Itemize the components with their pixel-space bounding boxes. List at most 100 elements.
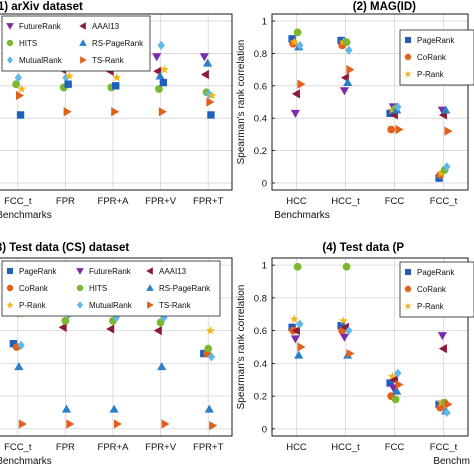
panel-p2: 0 0.2 0.4 0.6 0.8 1 HCC HCC_t FCC FCC_t Benchmarks… <box>236 1 474 221</box>
point-futurerank-hcc <box>290 335 300 344</box>
y-tick-label: 0.6 <box>254 326 267 337</box>
point-p-rank-hcc <box>289 37 299 46</box>
point-aaai13-hcc <box>291 89 300 99</box>
point-ts-rank-fcc-t <box>16 90 25 101</box>
panel-p1: FCC_t FPR FPR+A FPR+V FPR+T Benchmarks (1) arX… <box>0 1 233 221</box>
legend-marker-corank <box>404 53 412 61</box>
legend-label-mutualrank: MutualRank <box>19 56 63 65</box>
legend-marker-futurerank <box>76 268 84 275</box>
legend-label-ts-rank: TS-Rank <box>92 56 125 65</box>
legend-marker-pagerank <box>6 267 14 275</box>
y-tick-label: 0.8 <box>254 293 267 304</box>
x-tick-label: FCC_t <box>430 442 458 453</box>
point-mutualrank-hcc <box>296 319 304 329</box>
legend-p3: PageRank FutureRank AAAI13 CoRank HITS RS-Pag… <box>1 260 221 317</box>
point-hits-hcc-t <box>342 262 351 271</box>
point-ts-rank-fcc <box>395 380 404 390</box>
legend-marker-p-rank <box>404 302 412 310</box>
legend-label-ts-rank: TS-Rank <box>159 301 192 310</box>
point-rs-pagerank-hcc <box>294 350 304 359</box>
point-hits-hcc <box>293 28 302 37</box>
point-mutualrank-fcc <box>394 102 402 112</box>
legend-label-futurerank: FutureRank <box>89 267 132 276</box>
legend-label-p-rank: P-Rank <box>417 70 445 79</box>
y-tick-label: 0.2 <box>254 392 267 403</box>
x-axis-label: Benchmarks <box>0 456 52 467</box>
point-p-rank-hcc <box>289 314 299 323</box>
x-axis-label: Benchmarks <box>0 210 52 221</box>
legend-box <box>399 261 474 318</box>
point-ts-rank-fpr-a <box>111 107 120 117</box>
point-p-rank-fpr <box>64 71 74 80</box>
point-aaai13-fpr-a <box>106 324 115 334</box>
point-p-rank-fcc-t <box>436 168 446 177</box>
point-hits-fcc-t <box>12 80 21 89</box>
point-rs-pagerank-fpr-v <box>157 362 167 371</box>
point-ts-rank-fcc-t <box>444 399 453 409</box>
legend-label-hits: HITS <box>89 284 107 293</box>
legend-marker-pagerank <box>404 36 412 44</box>
x-tick-label: FPR+A <box>98 196 130 207</box>
legend-marker-pagerank <box>404 268 412 276</box>
point-hits-fpr-t <box>204 344 213 353</box>
x-tick-label: FCC_t <box>4 442 32 453</box>
point-mutualrank-fpr <box>62 73 70 83</box>
point-hits-fpr-v <box>155 85 163 93</box>
x-tick-label: HCC <box>286 442 307 453</box>
legend-marker-corank <box>404 285 412 293</box>
point-ts-rank-fcc <box>395 124 404 135</box>
legend-label-futurerank: FutureRank <box>19 22 62 31</box>
point-mutualrank-fcc-t <box>443 162 451 172</box>
y-axis-label: Spearman's rank correlation <box>236 40 247 165</box>
point-pagerank-fpr <box>64 80 72 88</box>
y-tick-label: 0 <box>262 178 267 189</box>
point-ts-rank-hcc-t <box>346 348 355 359</box>
legend-marker-corank <box>6 284 14 292</box>
point-mutualrank-fpr-t <box>207 352 216 362</box>
point-aaai13-fcc-t <box>438 344 447 354</box>
point-futurerank-hcc-t <box>339 333 349 342</box>
point-p-rank-fpr-t <box>206 326 215 335</box>
legend-label-pagerank: PageRank <box>417 268 455 277</box>
x-tick-label: FPR <box>56 196 75 207</box>
panel-p4: 0 0.2 0.4 0.6 0.8 1 HCC HCC_t FCC FCC_t Benchm Spea… <box>236 242 474 467</box>
legend-label-mutualrank: MutualRank <box>89 301 133 310</box>
point-futurerank-hcc <box>290 109 300 118</box>
point-rs-pagerank-fpr-a <box>109 404 119 413</box>
point-pagerank-fcc-t <box>16 111 25 119</box>
point-pagerank-fpr-t <box>207 111 215 119</box>
panel-title: (3) Test data (CS) dataset <box>0 242 129 254</box>
x-tick-label: FPR+T <box>193 442 224 453</box>
legend-marker-ts-rank <box>80 56 87 64</box>
point-rs-pagerank-fcc-t <box>441 105 451 114</box>
point-futurerank-fpr-t <box>199 53 209 62</box>
axes-box <box>0 13 233 191</box>
point-aaai13-fpr-v <box>153 326 162 336</box>
point-ts-rank-fpr-v <box>161 419 170 429</box>
point-aaai13-hcc <box>291 326 300 336</box>
point-ts-rank-hcc <box>297 342 306 352</box>
legend-label-p-rank: P-Rank <box>417 302 445 311</box>
point-ts-rank-fpr-t <box>206 97 215 107</box>
panel-title: (4) Test data (P <box>322 242 404 254</box>
legend-p1: FutureRank AAAI13 HITS RS-PageRank MutualRan… <box>1 15 151 72</box>
legend-marker-p-rank <box>6 301 14 309</box>
panel-title: (2) MAG(ID) <box>353 1 416 13</box>
legend-box <box>399 29 474 86</box>
point-mutualrank-hcc-t <box>345 45 353 55</box>
x-axis-label: Benchmarks <box>274 210 330 221</box>
point-mutualrank-fcc-t <box>443 407 451 418</box>
point-ts-rank-hcc-t <box>346 65 355 75</box>
point-rs-pagerank-fpr-t <box>203 58 213 67</box>
y-tick-label: 0.4 <box>254 114 267 125</box>
legend-box <box>1 15 151 72</box>
panel-p3: FCC_t FPR FPR+A FPR+V FPR+T Benchmarks (3) Tes… <box>0 242 233 467</box>
x-axis-label: Benchm <box>433 456 470 467</box>
x-tick-label: FCC <box>385 442 405 453</box>
point-rs-pagerank-fcc-t <box>14 362 24 371</box>
point-aaai13-fpr-t <box>200 69 209 80</box>
y-tick-label: 0 <box>262 424 267 435</box>
legend-marker-ts-rank <box>147 301 154 309</box>
point-mutualrank-fcc <box>394 368 402 378</box>
